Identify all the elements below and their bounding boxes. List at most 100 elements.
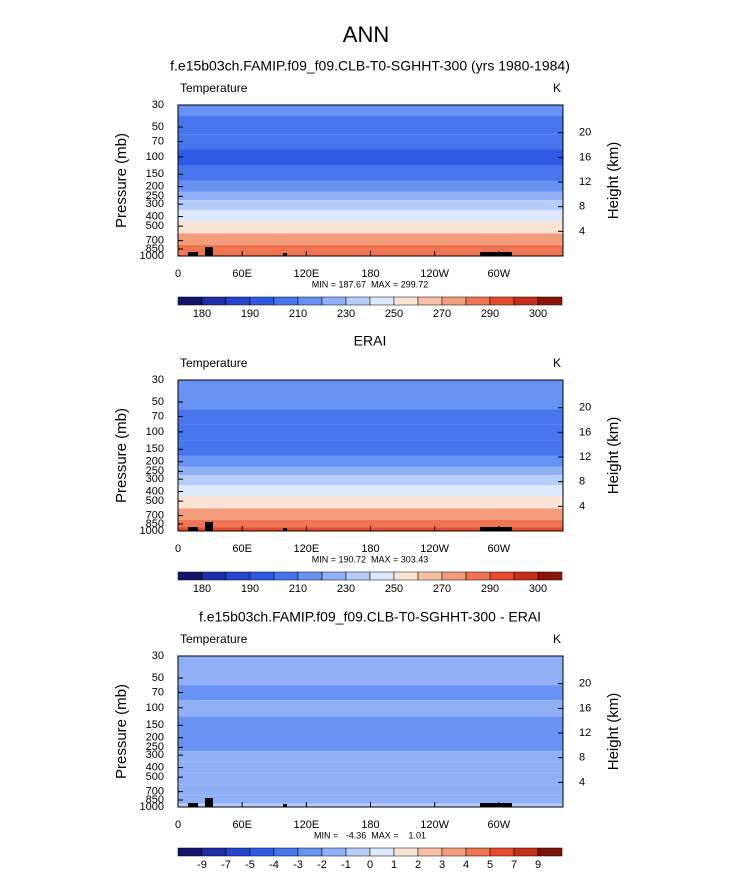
colorbar-box <box>273 571 299 581</box>
colorbar-box <box>177 571 203 581</box>
colorbar-box <box>297 847 323 857</box>
y-tick-label: 850 <box>146 518 164 530</box>
y-tick-label: 150 <box>146 443 164 455</box>
y2-axis-label: Height (km) <box>605 693 622 771</box>
x-tick-label: 120W <box>420 819 449 831</box>
units: K <box>553 632 561 646</box>
colorbar-box <box>321 296 347 306</box>
colorbar-box <box>417 296 443 306</box>
field-band <box>178 221 563 234</box>
colorbar-box <box>249 847 275 857</box>
field-band <box>178 751 563 762</box>
y-tick-label: 150 <box>146 168 164 180</box>
field-band <box>178 390 563 410</box>
field-band <box>178 455 563 467</box>
topography <box>188 803 198 807</box>
y-tick-label: 250 <box>146 741 164 753</box>
colorbar-box <box>537 571 563 581</box>
y-tick-label: 200 <box>146 732 164 744</box>
colorbar-box <box>513 296 539 306</box>
field-band <box>178 685 563 701</box>
colorbar-label: -4 <box>269 859 279 871</box>
colorbar-label: -9 <box>197 859 207 871</box>
colorbar-label: 270 <box>433 308 451 320</box>
colorbar-box <box>321 571 347 581</box>
colorbar-label: 190 <box>241 583 259 595</box>
colorbar-box <box>417 571 443 581</box>
y-tick-label: 100 <box>146 151 164 163</box>
colorbar-box <box>465 571 491 581</box>
y-tick-label: 70 <box>152 686 164 698</box>
y2-tick-label: 8 <box>579 476 585 488</box>
field-band <box>178 149 563 166</box>
field-band <box>178 742 563 752</box>
stats: MIN = 190.72 MAX = 303.43 <box>312 554 429 564</box>
colorbar-box <box>345 571 371 581</box>
y2-tick-label: 4 <box>579 225 585 237</box>
field-band <box>178 134 563 150</box>
y-tick-label: 400 <box>146 761 164 773</box>
colorbar-box <box>489 571 515 581</box>
colorbar-label: 180 <box>193 308 211 320</box>
field-band <box>178 716 563 732</box>
y-tick-label: 300 <box>146 473 164 485</box>
y2-tick-label: 12 <box>579 727 591 739</box>
colorbar-box <box>489 296 515 306</box>
y-tick-label: 100 <box>146 702 164 714</box>
colorbar-label: 210 <box>289 308 307 320</box>
y-axis-label: Pressure (mb) <box>113 408 130 503</box>
y-tick-label: 150 <box>146 719 164 731</box>
x-tick-label: 180 <box>361 268 379 280</box>
y2-tick-label: 12 <box>579 176 591 188</box>
colorbar-label: 5 <box>487 859 493 871</box>
field-band <box>178 180 563 192</box>
colorbar-box <box>513 571 539 581</box>
colorbar-label: 290 <box>481 583 499 595</box>
colorbar-box <box>441 296 467 306</box>
y-tick-label: 1000 <box>140 250 164 262</box>
stats: MIN = 187.67 MAX = 299.72 <box>312 279 429 289</box>
y2-tick-label: 20 <box>579 678 591 690</box>
y-tick-label: 200 <box>146 456 164 468</box>
y-tick-label: 30 <box>152 650 164 662</box>
field-band <box>178 210 563 222</box>
topography <box>480 803 512 807</box>
figure-title: ANN <box>343 22 389 47</box>
y-axis-label: Pressure (mb) <box>113 684 130 779</box>
topography <box>283 804 287 807</box>
field-band <box>178 409 563 425</box>
y-tick-label: 1000 <box>140 525 164 537</box>
field-band <box>178 105 563 116</box>
colorbar-box <box>225 571 251 581</box>
colorbar-box <box>177 296 203 306</box>
field-band <box>178 666 563 686</box>
y-tick-label: 30 <box>152 374 164 386</box>
y-tick-label: 70 <box>152 410 164 422</box>
x-tick-label: 120E <box>293 819 319 831</box>
field-band <box>178 191 563 201</box>
colorbar-box <box>321 847 347 857</box>
y-tick-label: 100 <box>146 426 164 438</box>
y2-tick-label: 16 <box>579 702 591 714</box>
y-tick-label: 1000 <box>140 801 164 813</box>
y2-tick-label: 20 <box>579 402 591 414</box>
colorbar-label: -7 <box>221 859 231 871</box>
x-tick-label: 60W <box>488 268 511 280</box>
colorbar-box <box>441 847 467 857</box>
colorbar-label: 270 <box>433 583 451 595</box>
field-band <box>178 519 563 528</box>
colorbar-label: 7 <box>511 859 517 871</box>
topography <box>480 527 512 531</box>
panel-title: ERAI <box>354 333 387 349</box>
colorbar-box <box>369 571 395 581</box>
field-band <box>178 772 563 785</box>
colorbar-label: 230 <box>337 308 355 320</box>
colorbar-label: 250 <box>385 583 403 595</box>
colorbar-label: -5 <box>245 859 255 871</box>
colorbar-box <box>465 847 491 857</box>
colorbar-box <box>393 571 419 581</box>
colorbar-box <box>465 296 491 306</box>
y-tick-label: 200 <box>146 181 164 193</box>
y2-tick-label: 4 <box>579 776 585 788</box>
y-tick-label: 700 <box>146 235 164 247</box>
